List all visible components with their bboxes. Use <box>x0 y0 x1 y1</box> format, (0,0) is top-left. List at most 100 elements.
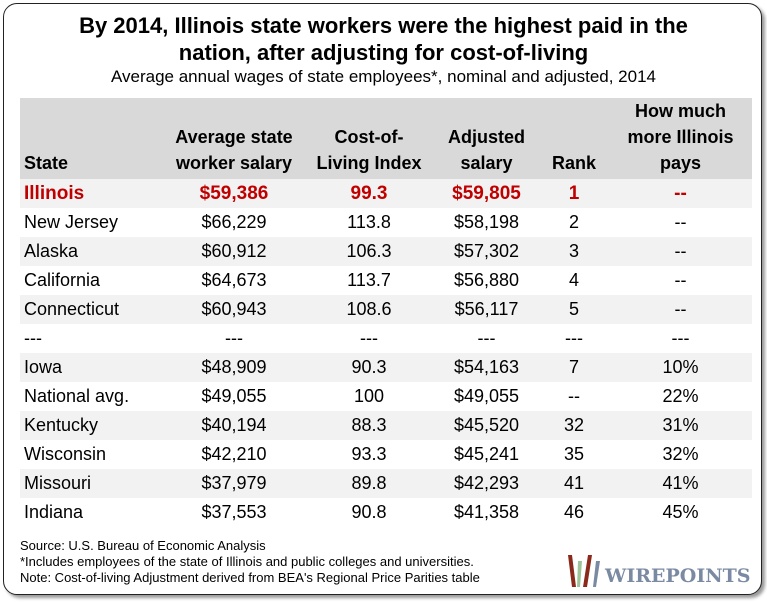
cell-state: Wisconsin <box>24 444 107 464</box>
cell-state: Kentucky <box>20 411 164 440</box>
cell-col-index: --- <box>360 328 378 348</box>
cell-adjusted: $42,293 <box>434 469 539 498</box>
cell-col-index: 88.3 <box>304 411 434 440</box>
subtitle: Average annual wages of state employees*… <box>110 67 656 86</box>
cell-col-index: 113.7 <box>347 270 391 290</box>
cell-state: Connecticut <box>20 295 164 324</box>
cell-salary: $37,979 <box>164 469 304 498</box>
table-row: Indiana $37,553 90.8 $41,358 46 45% <box>20 498 752 527</box>
cell-col-index: 89.8 <box>304 469 434 498</box>
cell-rank: 3 <box>539 237 609 266</box>
cell-salary: $37,553 <box>201 502 267 522</box>
notes: Source: U.S. Bureau of Economic Analysis… <box>20 538 480 586</box>
cell-state: Alaska <box>20 237 164 266</box>
cell-col-index: 90.8 <box>351 502 387 522</box>
cell-col-index: 113.8 <box>347 212 391 232</box>
cell-state: California <box>24 270 101 290</box>
cell-adjusted: --- <box>477 328 496 348</box>
note-source: Source: U.S. Bureau of Economic Analysis <box>20 538 266 553</box>
cell-adjusted: $56,880 <box>453 270 520 290</box>
cell-col-index: 100 <box>353 386 385 406</box>
cell-salary: $60,943 <box>164 295 304 324</box>
title: By 2014, Illinois state workers were the… <box>0 12 767 66</box>
cell-col-index: 106.3 <box>304 237 434 266</box>
table-row: Alaska $60,912 106.3 $57,302 3 -- <box>20 237 752 266</box>
cell-salary: $66,229 <box>201 212 267 232</box>
cell-more-pays: -- <box>609 179 752 208</box>
cell-salary: --- <box>225 328 243 348</box>
cell-more-pays: 22% <box>662 386 699 406</box>
cell-salary: $59,386 <box>164 179 304 208</box>
cell-adjusted: $57,302 <box>434 237 539 266</box>
header-col-index: Cost-of- Living Index <box>304 98 434 179</box>
header-salary: Average state worker salary <box>164 98 304 179</box>
cell-adjusted: $56,117 <box>434 295 539 324</box>
logo-mark-icon <box>568 555 600 587</box>
title-line-2: nation, after adjusting for cost-of-livi… <box>178 40 589 65</box>
cell-more-pays: 45% <box>662 502 699 522</box>
cell-more-pays: -- <box>674 212 687 232</box>
cell-adjusted: $58,198 <box>453 212 520 232</box>
cell-adjusted: $45,241 <box>453 444 520 464</box>
cell-state: New Jersey <box>24 212 119 232</box>
table-row: Missouri $37,979 89.8 $42,293 41 41% <box>20 469 752 498</box>
cell-salary: $64,673 <box>201 270 267 290</box>
cell-state: Missouri <box>20 469 164 498</box>
cell-state: Illinois <box>20 179 164 208</box>
header-adjusted: Adjusted salary <box>434 98 539 179</box>
cell-rank: 7 <box>539 353 609 382</box>
cell-salary: $42,210 <box>201 444 267 464</box>
cell-state: --- <box>24 328 42 348</box>
header-row: State Average state worker salary Cost-of… <box>20 98 752 179</box>
cell-rank: 41 <box>539 469 609 498</box>
table-row: California $64,673 113.7 $56,880 4 -- <box>20 266 752 295</box>
wirepoints-logo: WIREPOINTS <box>566 553 750 587</box>
logo-text: WIREPOINTS <box>605 565 751 587</box>
cell-rank: 35 <box>563 444 585 464</box>
cell-rank: 5 <box>539 295 609 324</box>
cell-more-pays: -- <box>674 270 687 290</box>
cell-more-pays: -- <box>609 237 752 266</box>
cell-state: Iowa <box>20 353 164 382</box>
cell-adjusted: $41,358 <box>453 502 520 522</box>
cell-state: Indiana <box>24 502 84 522</box>
cell-salary: $60,912 <box>164 237 304 266</box>
cell-col-index: 108.6 <box>304 295 434 324</box>
cell-more-pays: 31% <box>609 411 752 440</box>
cell-rank: 1 <box>539 179 609 208</box>
cell-salary: $48,909 <box>164 353 304 382</box>
cell-more-pays: -- <box>609 295 752 324</box>
note-adjustment: Note: Cost-of-living Adjustment derived … <box>20 570 480 585</box>
note-footnote: *Includes employees of the state of Illi… <box>20 554 474 569</box>
cell-state: National avg. <box>24 386 130 406</box>
cell-adjusted: $45,520 <box>434 411 539 440</box>
title-line-1: By 2014, Illinois state workers were the… <box>79 13 688 38</box>
table-row: --- --- --- --- --- --- <box>20 324 752 353</box>
cell-rank: 2 <box>568 212 579 232</box>
cell-adjusted: $59,805 <box>434 179 539 208</box>
cell-col-index: 90.3 <box>304 353 434 382</box>
cell-rank: --- <box>565 328 583 348</box>
cell-salary: $40,194 <box>164 411 304 440</box>
cell-more-pays: 41% <box>609 469 752 498</box>
header-rank: Rank <box>539 98 609 179</box>
table-row: Kentucky $40,194 88.3 $45,520 32 31% <box>20 411 752 440</box>
cell-more-pays: 32% <box>662 444 699 464</box>
cell-rank: -- <box>568 386 580 406</box>
cell-more-pays: 10% <box>609 353 752 382</box>
cell-more-pays: --- <box>671 328 690 348</box>
cell-salary: $49,055 <box>201 386 267 406</box>
table-row: Iowa $48,909 90.3 $54,163 7 10% <box>20 353 752 382</box>
cell-adjusted: $49,055 <box>453 386 520 406</box>
cell-col-index: 99.3 <box>304 179 434 208</box>
cell-rank: 46 <box>563 502 585 522</box>
header-more: How much more Illinois pays <box>609 98 752 179</box>
cell-col-index: 93.3 <box>351 444 387 464</box>
cell-rank: 4 <box>568 270 579 290</box>
table-row: Wisconsin $42,210 93.3 $45,241 35 32% <box>20 440 752 469</box>
cell-rank: 32 <box>539 411 609 440</box>
header-state: State <box>20 98 164 179</box>
table-row: National avg. $49,055 100 $49,055 -- 22% <box>20 382 752 411</box>
table-row: Connecticut $60,943 108.6 $56,117 5 -- <box>20 295 752 324</box>
table-row: Illinois $59,386 99.3 $59,805 1 -- <box>20 179 752 208</box>
